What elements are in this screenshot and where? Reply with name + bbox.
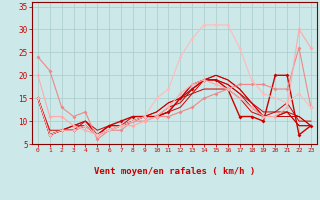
X-axis label: Vent moyen/en rafales ( km/h ): Vent moyen/en rafales ( km/h ) [94, 167, 255, 176]
